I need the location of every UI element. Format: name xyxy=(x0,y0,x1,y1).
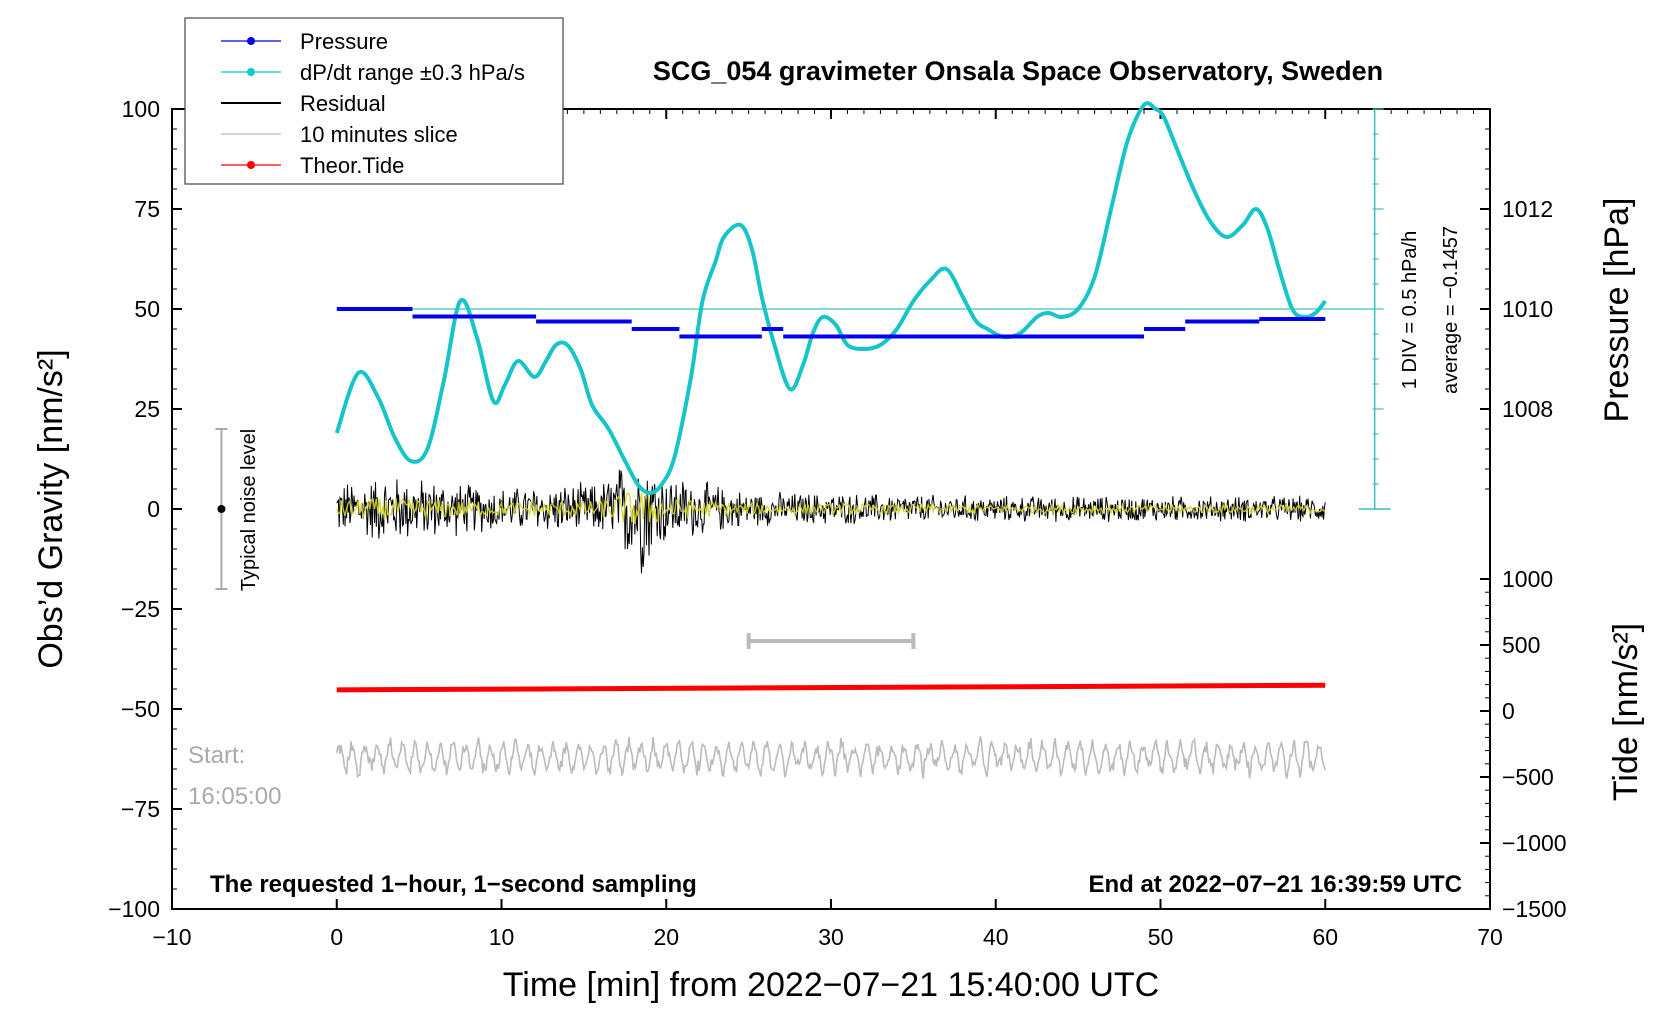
legend-entry-label: Residual xyxy=(300,91,386,116)
tide-tick-label: −1500 xyxy=(1502,896,1567,922)
y-tick-label: 0 xyxy=(147,496,160,522)
x-tick-label: 0 xyxy=(330,924,343,950)
y-tick-label: 75 xyxy=(134,196,160,222)
y-tick-label: 100 xyxy=(122,96,160,122)
start-label: Start: xyxy=(188,742,245,769)
legend: Pressure dP/dt range ±0.3 hPa/s Residual 10… xyxy=(184,17,564,185)
noise-level-label: Typical noise level xyxy=(238,429,260,591)
x-tick-label: 10 xyxy=(489,924,515,950)
y-axis-label-left: Obs’d Gravity [nm/s²] xyxy=(32,349,70,668)
start-time: 16:05:00 xyxy=(188,783,281,810)
pressure-scale-note: 1 DIV = 0.5 hPa/h xyxy=(1399,231,1421,389)
tide-tick-label: −500 xyxy=(1502,764,1554,790)
y-tick-label: −50 xyxy=(121,696,160,722)
pressure-axis-ticks: 1008 1010 1012 xyxy=(1480,108,1553,490)
legend-swatch-marker xyxy=(247,161,255,169)
x-axis-label: Time [min] from 2022−07−21 15:40:00 UTC xyxy=(503,966,1159,1004)
y-tick-label: 25 xyxy=(134,396,160,422)
pressure-series-line xyxy=(336,307,1326,339)
smoothed-residual-line xyxy=(336,489,1326,525)
y-tick-label: 50 xyxy=(134,296,160,322)
dpdt-series-line xyxy=(334,101,1327,495)
slice-trace-line xyxy=(336,736,1327,779)
x-tick-label: 40 xyxy=(983,924,1009,950)
legend-swatch-marker xyxy=(247,68,255,76)
legend-box xyxy=(184,17,564,185)
legend-entry-label: dP/dt range ±0.3 hPa/s xyxy=(300,60,525,85)
tide-tick-label: 0 xyxy=(1502,698,1515,724)
legend-entry-label: Theor.Tide xyxy=(300,153,404,178)
y-tick-label: −75 xyxy=(121,796,160,822)
series-layer xyxy=(334,101,1375,779)
y-tick-label: −25 xyxy=(121,596,160,622)
pressure-tick-label: 1012 xyxy=(1502,196,1553,222)
tide-tick-label: 1000 xyxy=(1502,566,1553,592)
y-axis-ticks: −100 −75 −50 −25 0 25 50 75 100 xyxy=(108,96,182,922)
pressure-average-note: average = −0.1457 xyxy=(1440,226,1462,394)
y-axis-label-tide: Tide [nm/s²] xyxy=(1607,623,1645,801)
noise-center-dot xyxy=(217,505,226,513)
x-tick-label: 60 xyxy=(1312,924,1338,950)
noise-level-indicator xyxy=(215,428,228,590)
x-tick-label: 70 xyxy=(1477,924,1503,950)
x-tick-label: −10 xyxy=(152,924,191,950)
legend-entry-label: Pressure xyxy=(300,29,388,54)
tide-tick-label: 500 xyxy=(1502,632,1540,658)
y-axis-label-pressure: Pressure [hPa] xyxy=(1598,198,1636,423)
x-tick-label: 50 xyxy=(1148,924,1174,950)
pressure-tick-label: 1008 xyxy=(1502,396,1553,422)
pressure-tick-label: 1010 xyxy=(1502,296,1553,322)
footer-left-note: The requested 1−hour, 1−second sampling xyxy=(210,871,697,898)
tide-series-line xyxy=(336,682,1326,693)
legend-swatch-marker xyxy=(247,37,255,45)
tide-tick-label: −1000 xyxy=(1502,830,1567,856)
residual-series-line xyxy=(336,469,1326,574)
slice-range-bar xyxy=(746,633,916,649)
chart-title: SCG_054 gravimeter Onsala Space Observat… xyxy=(653,56,1383,86)
y-tick-label: −100 xyxy=(108,896,160,922)
legend-entry-label: 10 minutes slice xyxy=(300,122,458,147)
x-tick-label: 30 xyxy=(818,924,844,950)
tide-axis-ticks: 1000 500 0 −500 −1000 −1500 xyxy=(1480,566,1567,922)
x-tick-label: 20 xyxy=(653,924,679,950)
x-axis-ticks: −10 0 10 20 30 40 50 60 70 xyxy=(152,109,1503,950)
footer-right-note: End at 2022−07−21 16:39:59 UTC xyxy=(1088,871,1462,898)
